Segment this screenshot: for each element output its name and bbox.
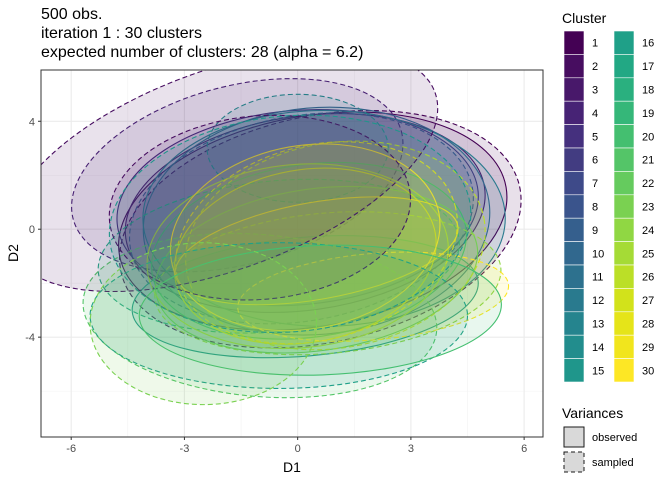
legend-key-22 [613, 171, 635, 196]
y-tick-label: 0 [29, 224, 35, 236]
legend-label-9: 9 [592, 225, 598, 237]
legend-key-26 [613, 264, 635, 289]
legend-label-20: 20 [642, 131, 654, 143]
x-tick-label: 6 [521, 443, 527, 455]
cluster-19-ellipse-observed [150, 161, 467, 340]
axis-ticks: -6 -3 0 3 6 -4 0 4 [25, 116, 527, 455]
legend-label-27: 27 [642, 295, 654, 307]
variance-legend: observed sampled [563, 426, 637, 473]
legend-title-cluster: Cluster [562, 10, 607, 26]
legend-key-12 [563, 288, 585, 313]
legend-key-2 [563, 54, 585, 79]
legend-key-4 [563, 100, 585, 125]
legend-key-9 [563, 217, 585, 242]
legend-key-3 [563, 77, 585, 102]
legend-label-10: 10 [592, 248, 604, 260]
cluster-28-ellipse-sampled [175, 141, 458, 345]
legend-label-23: 23 [642, 202, 654, 214]
cluster-23-ellipse-sampled [89, 242, 318, 406]
x-tick-label: -6 [66, 443, 76, 455]
legend-key-24 [613, 217, 635, 242]
legend-label-28: 28 [642, 319, 654, 331]
legend-label-17: 17 [642, 61, 654, 73]
legend-label-24: 24 [642, 225, 654, 237]
cluster-15-ellipse-sampled [108, 114, 472, 334]
legend-label-18: 18 [642, 85, 654, 97]
x-tick-label: 3 [408, 443, 414, 455]
cluster-2-ellipse-sampled [41, 70, 439, 293]
x-axis-title: D1 [283, 459, 301, 475]
cluster-20-ellipse-observed [138, 244, 502, 376]
x-tick-label: 0 [295, 443, 301, 455]
y-axis-title: D2 [5, 244, 21, 262]
plot-panel-border [40, 69, 544, 438]
legend-key-18 [613, 77, 635, 102]
cluster-30-ellipse-observed [169, 143, 441, 332]
legend-title-variances: Variances [562, 405, 623, 421]
legend-label-2: 2 [592, 61, 598, 73]
legend-label-26: 26 [642, 272, 654, 284]
legend-label-8: 8 [592, 202, 598, 214]
legend-label-1: 1 [592, 38, 598, 50]
legend-label-21: 21 [642, 155, 654, 167]
legend-key-23 [613, 194, 635, 219]
cluster-16-ellipse-sampled [89, 242, 469, 389]
legend-label-11: 11 [592, 272, 603, 284]
ellipse-layer [41, 70, 522, 406]
cluster-legend: 1234567891011121314151617181920212223242… [563, 30, 654, 383]
legend-key-11 [563, 264, 585, 289]
cluster-8-ellipse-sampled [128, 112, 474, 325]
legend-label-7: 7 [592, 178, 598, 190]
legend-key-29 [613, 334, 635, 359]
legend-label-19: 19 [642, 108, 654, 120]
legend-key-13 [563, 311, 585, 336]
legend-label-12: 12 [592, 295, 604, 307]
chart-title-line-3: expected number of clusters: 28 (alpha =… [41, 44, 364, 61]
legend-label-25: 25 [642, 248, 654, 260]
legend-key-1 [563, 30, 585, 55]
legend-label-30: 30 [642, 365, 654, 377]
legend-label-16: 16 [642, 38, 654, 50]
variance-key-sampled [563, 451, 585, 473]
legend-key-6 [563, 147, 585, 172]
legend-label-14: 14 [592, 342, 604, 354]
legend-label-29: 29 [642, 342, 654, 354]
legend-key-27 [613, 288, 635, 313]
y-tick-label: 4 [29, 116, 35, 128]
y-tick-label: -4 [25, 332, 35, 344]
legend-label-22: 22 [642, 178, 654, 190]
variance-label-sampled: sampled [592, 457, 634, 469]
plot-panel [41, 70, 543, 437]
chart-title-line-2: iteration 1 : 30 clusters [41, 25, 202, 42]
legend-key-7 [563, 171, 585, 196]
legend-key-28 [613, 311, 635, 336]
legend-key-8 [563, 194, 585, 219]
legend-key-25 [613, 241, 635, 266]
legend-key-16 [613, 30, 635, 55]
legend-label-6: 6 [592, 155, 598, 167]
legend-key-14 [563, 334, 585, 359]
legend-label-15: 15 [592, 365, 604, 377]
variance-label-observed: observed [592, 432, 637, 444]
variance-key-observed [563, 426, 585, 448]
legend-key-19 [613, 100, 635, 125]
legend-key-21 [613, 147, 635, 172]
cluster-21-ellipse-sampled [82, 232, 438, 399]
legend-key-30 [613, 358, 635, 383]
legend-key-10 [563, 241, 585, 266]
legend-key-20 [613, 124, 635, 149]
legend-key-17 [613, 54, 635, 79]
cluster-2-ellipse-sampled [108, 114, 412, 301]
legend-label-3: 3 [592, 85, 598, 97]
legend-key-15 [563, 358, 585, 383]
legend-label-5: 5 [592, 131, 598, 143]
legend-key-5 [563, 124, 585, 149]
cluster-3-ellipse-observed [124, 113, 486, 314]
x-tick-label: -3 [180, 443, 190, 455]
legend-label-4: 4 [592, 108, 598, 120]
chart-title-line-1: 500 obs. [41, 6, 103, 23]
legend-label-13: 13 [592, 319, 604, 331]
